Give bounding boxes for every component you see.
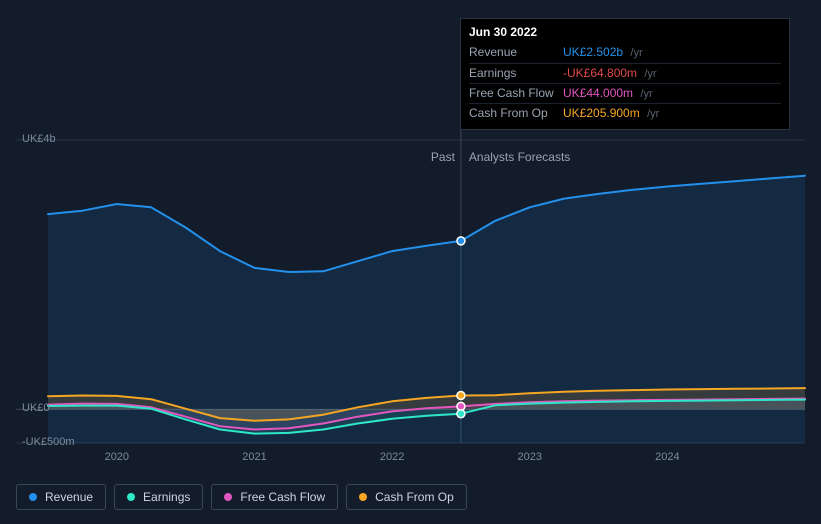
section-label-past: Past (431, 150, 455, 164)
tooltip-row-value: UK£2.502b /yr (559, 43, 781, 63)
chart-tooltip: Jun 30 2022 RevenueUK£2.502b /yrEarnings… (460, 18, 790, 130)
x-axis-label: 2022 (380, 451, 404, 463)
tooltip-row-unit: /yr (626, 47, 642, 59)
tooltip-row-label: Revenue (469, 43, 559, 63)
legend-label: Earnings (143, 490, 190, 504)
legend-swatch (127, 493, 135, 501)
tooltip-row-unit: /yr (636, 88, 652, 100)
legend-swatch (359, 493, 367, 501)
tooltip-row-value: -UK£64.800m /yr (559, 63, 781, 83)
legend-item-fcf[interactable]: Free Cash Flow (211, 484, 338, 510)
tooltip-row-value: UK£205.900m /yr (559, 103, 781, 123)
tooltip-row-label: Free Cash Flow (469, 83, 559, 103)
tooltip-date: Jun 30 2022 (469, 25, 781, 39)
y-axis-label: UK£0 (22, 402, 50, 414)
tooltip-row-unit: /yr (640, 68, 656, 80)
x-axis-label: 2023 (517, 451, 541, 463)
legend-item-cashfromop[interactable]: Cash From Op (346, 484, 467, 510)
tooltip-row: RevenueUK£2.502b /yr (469, 43, 781, 63)
legend-label: Free Cash Flow (240, 490, 325, 504)
legend-item-revenue[interactable]: Revenue (16, 484, 106, 510)
section-label-forecast: Analysts Forecasts (469, 150, 570, 164)
legend-label: Cash From Op (375, 490, 454, 504)
financials-chart: { "layout": { "width": 821, "height": 52… (0, 0, 821, 524)
legend-swatch (224, 493, 232, 501)
legend-item-earnings[interactable]: Earnings (114, 484, 203, 510)
tooltip-row: Free Cash FlowUK£44.000m /yr (469, 83, 781, 103)
tooltip-row-label: Earnings (469, 63, 559, 83)
tooltip-row-label: Cash From Op (469, 103, 559, 123)
tooltip-row: Cash From OpUK£205.900m /yr (469, 103, 781, 123)
x-axis-label: 2021 (242, 451, 266, 463)
legend-swatch (29, 493, 37, 501)
legend-label: Revenue (45, 490, 93, 504)
chart-legend: Revenue Earnings Free Cash Flow Cash From O… (16, 484, 467, 510)
x-axis-label: 2020 (105, 451, 129, 463)
x-axis-label: 2024 (655, 451, 679, 463)
y-axis-label: UK£4b (22, 133, 56, 145)
tooltip-row-unit: /yr (643, 108, 659, 120)
tooltip-row: Earnings-UK£64.800m /yr (469, 63, 781, 83)
y-axis-label: -UK£500m (22, 436, 75, 448)
tooltip-row-value: UK£44.000m /yr (559, 83, 781, 103)
